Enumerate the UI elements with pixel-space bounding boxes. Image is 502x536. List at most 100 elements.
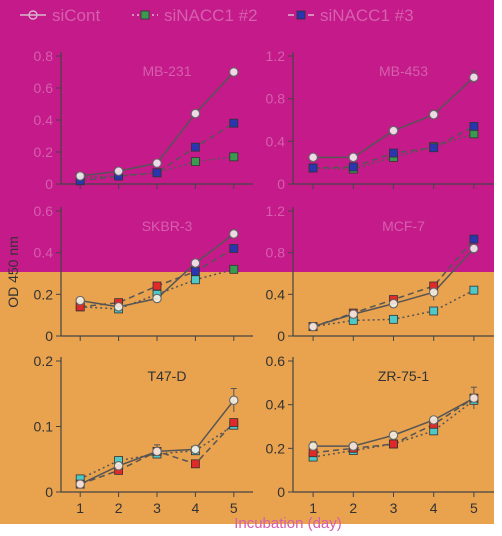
y-tick-label: 0 <box>45 328 53 344</box>
x-tick-label: 2 <box>115 500 123 516</box>
x-tick-label: 2 <box>349 500 357 516</box>
band-bottom <box>0 272 502 536</box>
point-marker <box>190 267 200 276</box>
panel-4: 0 0.1 0.2 1 2 3 4 5 T47-D <box>34 353 253 516</box>
x-tick-label: 4 <box>192 500 200 516</box>
y-tick-label: 0.4 <box>34 112 54 128</box>
y-tick-label: 0.1 <box>34 419 54 435</box>
legend-label: siNACC1 #3 <box>320 6 414 25</box>
point-marker <box>469 72 479 83</box>
point-marker <box>113 166 124 176</box>
y-tick-label: 0.6 <box>34 203 54 219</box>
y-tick-label: 0 <box>45 176 53 192</box>
point-marker <box>469 393 479 403</box>
y-tick-label: 0.8 <box>34 48 54 64</box>
point-marker <box>388 125 399 136</box>
x-tick-label: 3 <box>153 500 161 516</box>
y-tick-label: 0.4 <box>266 397 286 413</box>
panel-2: 0 0.2 0.4 0.6 SKBR-3 <box>34 203 253 344</box>
point-marker <box>190 157 200 167</box>
x-tick-label: 4 <box>430 500 438 516</box>
y-tick-label: 0.2 <box>34 144 54 160</box>
series-line <box>80 122 235 182</box>
panel-title: T47-D <box>148 368 187 384</box>
y-tick-label: 0.6 <box>266 353 286 369</box>
x-axis-label: Incubation (day) <box>234 515 342 532</box>
y-tick-label: 1.2 <box>266 48 286 64</box>
point-marker <box>469 285 479 295</box>
x-tick-label: 5 <box>230 500 238 516</box>
panels: 00.20.40.60.8MB-23100.40.81.2MB-45300.20… <box>34 48 494 516</box>
y-tick-label: 0 <box>277 176 285 192</box>
point-marker <box>388 430 399 440</box>
point-marker <box>229 395 239 406</box>
point-marker <box>152 446 162 457</box>
y-tick-label: 0.4 <box>266 133 286 149</box>
point-marker <box>388 298 399 309</box>
point-marker <box>428 415 439 425</box>
point-marker <box>229 244 239 253</box>
point-marker <box>113 461 124 471</box>
legend-marker-square <box>296 10 306 20</box>
point-marker <box>113 302 124 312</box>
point-marker <box>348 152 359 163</box>
point-marker <box>348 441 359 451</box>
point-marker <box>469 122 479 131</box>
y-tick-label: 1.2 <box>266 203 286 219</box>
y-tick-label: 0.4 <box>266 286 286 302</box>
point-marker <box>190 444 201 455</box>
panel-title: MB-453 <box>379 63 428 79</box>
point-marker <box>190 258 201 268</box>
point-marker <box>229 118 239 128</box>
legend-label: siCont <box>52 6 100 25</box>
band-strip-bottom <box>0 524 502 536</box>
panel-0: 0 0.2 0.4 0.6 0.8 MB-231 <box>34 48 253 192</box>
y-tick-label: 0 <box>277 328 285 344</box>
legend: siCont siNACC1 #2 siNACC1 #3 <box>20 6 414 25</box>
series-line <box>313 133 475 170</box>
point-marker <box>152 293 162 304</box>
point-marker <box>190 142 200 152</box>
y-tick-label: 0.6 <box>34 80 54 96</box>
point-marker <box>308 441 318 451</box>
point-marker <box>308 321 318 332</box>
y-tick-label: 0 <box>277 484 285 500</box>
point-marker <box>152 168 162 178</box>
point-marker <box>229 152 239 162</box>
point-marker <box>190 459 200 469</box>
point-marker <box>190 275 200 285</box>
point-marker <box>469 129 479 139</box>
panel-1: 0 0.4 0.8 1.2 MB-453 <box>266 48 494 192</box>
panel-title: SKBR-3 <box>142 218 193 234</box>
point-marker <box>75 479 85 489</box>
point-marker <box>428 287 439 297</box>
point-marker <box>308 152 318 163</box>
point-marker <box>348 162 358 172</box>
y-tick-label: 0.2 <box>266 440 286 456</box>
point-marker <box>75 295 85 306</box>
point-marker <box>389 148 398 158</box>
y-tick-label: 0.2 <box>34 286 54 302</box>
x-tick-label: 1 <box>309 500 317 516</box>
panel-3: 0 0.4 0.8 1.2 MCF-7 <box>266 203 494 344</box>
legend-label: siNACC1 #2 <box>164 6 258 25</box>
point-marker <box>428 109 439 120</box>
band-top <box>0 0 502 272</box>
legend-marker-square <box>140 10 150 20</box>
y-tick-label: 0.4 <box>34 245 54 261</box>
y-tick-label: 0.2 <box>34 353 54 369</box>
y-tick-label: 0.8 <box>266 91 286 107</box>
point-marker <box>229 418 239 427</box>
point-marker <box>429 306 439 316</box>
point-marker <box>152 158 162 168</box>
x-tick-label: 5 <box>470 500 478 516</box>
point-marker <box>469 243 479 254</box>
point-marker <box>389 314 398 324</box>
band-strip-right <box>494 0 502 536</box>
point-marker <box>429 143 439 153</box>
point-marker <box>389 439 398 449</box>
x-tick-label: 1 <box>76 500 84 516</box>
x-tick-label: 3 <box>390 500 398 516</box>
point-marker <box>229 229 239 239</box>
